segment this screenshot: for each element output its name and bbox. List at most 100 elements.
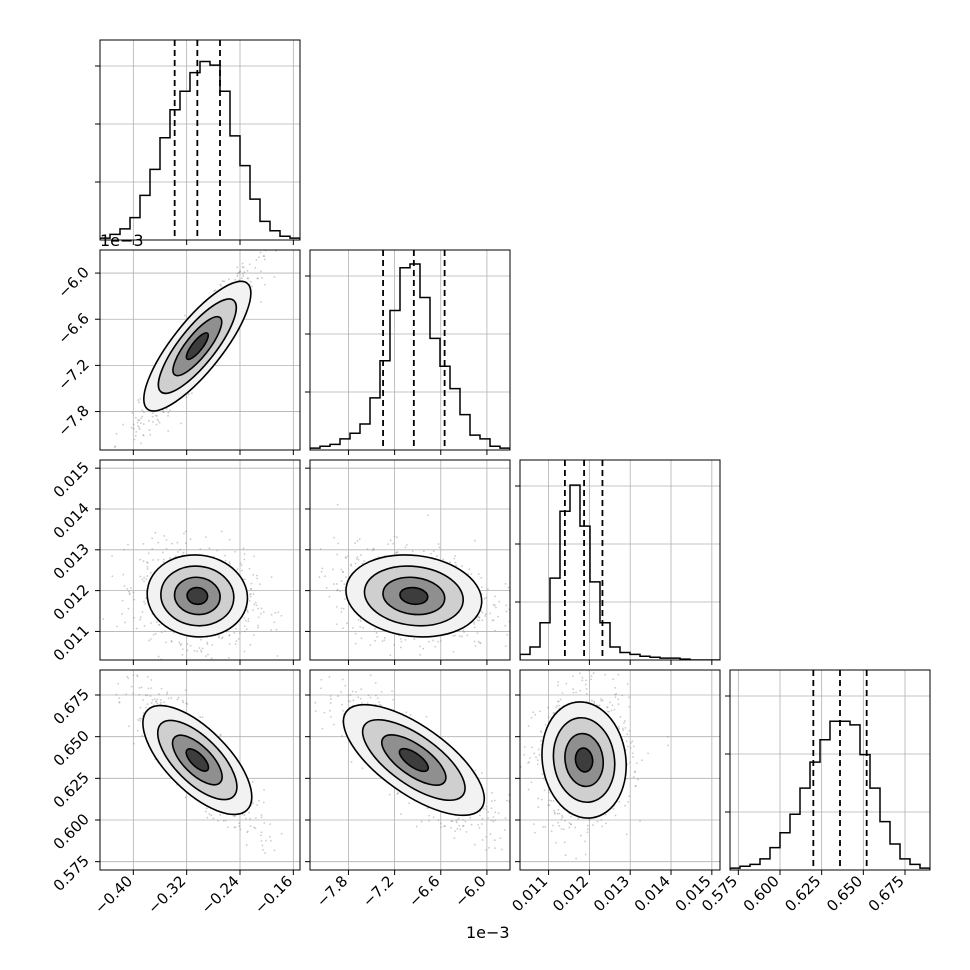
sample-point xyxy=(351,690,354,693)
sample-point xyxy=(146,561,149,564)
sample-point xyxy=(557,700,559,703)
sample-point xyxy=(361,767,364,770)
sample-point xyxy=(241,266,244,268)
sample-point xyxy=(437,543,440,545)
sample-point xyxy=(137,401,140,404)
sample-point xyxy=(492,603,495,606)
sample-point xyxy=(145,578,147,580)
sample-point xyxy=(239,828,242,831)
sample-point xyxy=(489,612,492,615)
sample-point xyxy=(619,716,622,718)
sample-point xyxy=(228,634,231,637)
sample-point xyxy=(137,419,140,421)
sample-point xyxy=(127,607,130,610)
sample-point xyxy=(250,582,253,585)
sample-point xyxy=(260,270,262,273)
sample-point xyxy=(399,646,402,649)
sample-point xyxy=(492,619,495,622)
sample-point xyxy=(270,629,273,631)
sample-point xyxy=(253,555,255,558)
sample-point xyxy=(247,620,250,623)
sample-point xyxy=(222,820,225,822)
sample-point xyxy=(239,632,241,635)
sample-point xyxy=(483,597,486,600)
sample-point xyxy=(329,695,332,697)
sample-point xyxy=(474,645,477,647)
contour-line xyxy=(382,576,446,616)
sample-point xyxy=(432,550,435,552)
sample-point xyxy=(229,562,232,565)
sample-point xyxy=(239,270,242,273)
sample-point xyxy=(430,552,432,555)
sample-point xyxy=(600,698,602,700)
sample-point xyxy=(178,641,181,644)
sample-point xyxy=(149,638,152,640)
density-level xyxy=(186,748,209,772)
sample-point xyxy=(273,275,276,278)
sample-point xyxy=(260,831,263,834)
panel-2-2 xyxy=(515,459,721,665)
sample-point xyxy=(221,636,224,639)
x-tick-label: −6.0 xyxy=(451,872,489,910)
sample-point xyxy=(228,278,230,281)
histogram-step xyxy=(100,60,300,240)
sample-point xyxy=(270,613,273,616)
sample-point xyxy=(132,674,135,676)
sample-point xyxy=(337,695,339,698)
sample-point xyxy=(347,694,350,697)
sample-point xyxy=(374,639,376,642)
sample-point xyxy=(473,622,476,625)
sample-point xyxy=(162,411,165,414)
sample-point xyxy=(557,821,559,824)
sample-point xyxy=(144,694,147,696)
sample-point xyxy=(118,697,121,700)
sample-point xyxy=(246,831,249,834)
sample-point xyxy=(251,285,253,288)
sample-point xyxy=(250,592,252,595)
sample-point xyxy=(258,583,261,585)
sample-point xyxy=(156,418,159,421)
sample-point xyxy=(474,769,477,772)
sample-point xyxy=(487,817,490,820)
sample-point xyxy=(498,600,501,603)
sample-point xyxy=(219,283,222,286)
sample-point xyxy=(186,649,189,652)
sample-point xyxy=(184,314,186,317)
sample-point xyxy=(158,623,161,626)
sample-point xyxy=(499,837,502,840)
sample-point xyxy=(127,543,129,546)
sample-point xyxy=(130,685,133,688)
sample-point xyxy=(228,642,231,645)
contour-line xyxy=(172,315,223,377)
sample-point xyxy=(146,703,149,706)
sample-point xyxy=(152,633,155,636)
sample-point xyxy=(479,814,481,817)
sample-point xyxy=(200,650,203,653)
sample-point xyxy=(264,258,266,261)
sample-point xyxy=(473,621,475,624)
sample-point xyxy=(136,675,139,678)
sample-point xyxy=(584,840,586,843)
sample-point xyxy=(666,735,669,738)
sample-point xyxy=(216,819,219,822)
sample-point xyxy=(444,825,447,828)
sample-point xyxy=(481,817,484,820)
sample-point xyxy=(210,657,213,660)
sample-point xyxy=(136,674,138,677)
y-tick-label: 0.675 xyxy=(50,685,93,728)
sample-point xyxy=(146,568,149,570)
sample-point xyxy=(256,577,259,580)
sample-point xyxy=(134,434,137,437)
sample-point xyxy=(276,655,279,657)
sample-point xyxy=(361,702,363,705)
sample-point xyxy=(159,701,162,704)
sample-point xyxy=(362,626,364,629)
sample-point xyxy=(180,643,183,646)
sample-point xyxy=(140,686,143,689)
sample-point xyxy=(233,815,236,818)
sample-point xyxy=(453,837,456,840)
sample-point xyxy=(328,595,331,598)
sample-point xyxy=(321,567,324,570)
sample-point xyxy=(356,556,359,559)
sample-point xyxy=(273,621,276,624)
